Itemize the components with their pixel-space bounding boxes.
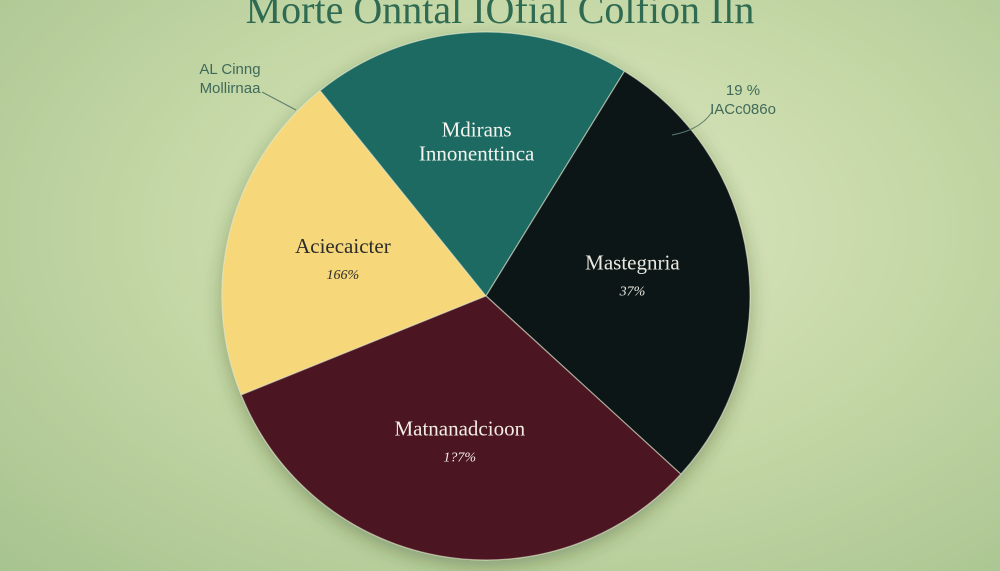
- pie-slice-matnanadcioon: [240, 295, 682, 561]
- slice-label-aciecaicter: Aciecaicter: [295, 234, 391, 258]
- slice-label-matnanadcioon: Matnanadcioon: [394, 416, 525, 440]
- pie-slice-aciecaicter: [221, 89, 487, 396]
- slice-value-matnanadcioon: 1?7%: [443, 450, 476, 465]
- callout-annotation: AL Cinng Mollirnaa: [199, 61, 261, 97]
- callout-leader-line: [671, 111, 713, 136]
- slice-label-mastegnria: Mastegnria: [585, 251, 680, 275]
- slice-value-aciecaicter: 166%: [327, 268, 360, 283]
- pie-slice-mdirans-innonenttinca: [319, 31, 626, 298]
- chart-title: Morte Onntal IOfial Colfion Iln: [245, 0, 755, 32]
- callout-annotation: 19 % IACc086o: [710, 82, 776, 118]
- pie-slice-mastegnria: [485, 70, 751, 476]
- callout-leader-line: [261, 91, 297, 111]
- slice-value-mastegnria: 37%: [619, 285, 646, 300]
- slice-label-mdirans-innonenttinca: Mdirans Innonenttinca: [419, 117, 535, 165]
